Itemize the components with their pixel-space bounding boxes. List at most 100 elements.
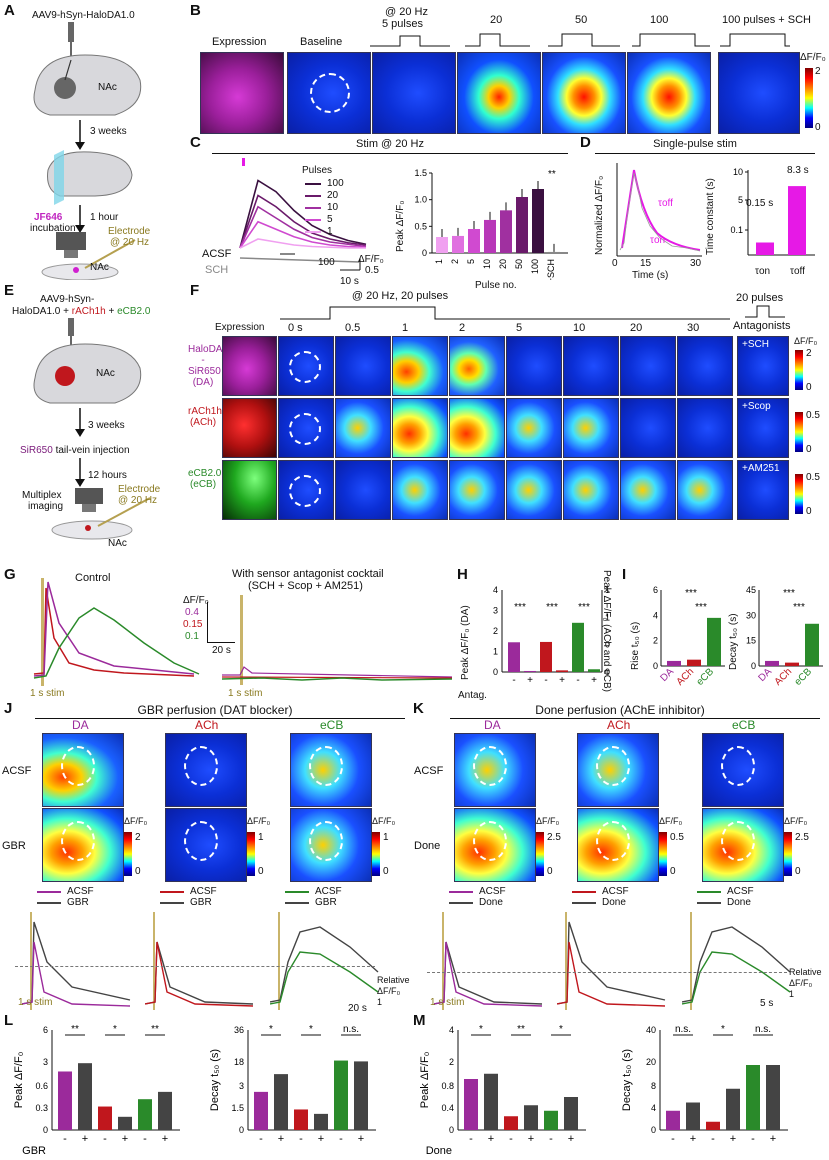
c-bar-100 xyxy=(532,189,544,253)
j-rel2: ΔF/F₀ xyxy=(377,986,401,996)
k-legend-label: Done xyxy=(479,897,503,908)
h-ytick-label: 3 xyxy=(493,606,498,616)
d-bar-toff xyxy=(788,186,806,255)
f-image-t1 xyxy=(335,398,391,458)
h-bar-4 xyxy=(572,622,584,672)
k-legend-row: Done xyxy=(697,897,787,908)
j-rel: Relative xyxy=(377,975,410,985)
panel-label-i: I xyxy=(622,566,627,583)
k-legend-label: Done xyxy=(602,897,626,908)
arrow-down-icon xyxy=(75,142,85,150)
c-bar-1 xyxy=(436,237,448,253)
l-a-sign: - xyxy=(103,1133,107,1145)
h-ylabel-text: Peak ΔF/F₀ (DA) xyxy=(460,605,471,680)
j-legend-swatch xyxy=(160,891,184,893)
k-col-0: DA xyxy=(484,718,501,732)
l-a-bar-2 xyxy=(98,1106,112,1130)
j-cb-max: 1 xyxy=(383,832,389,843)
b-stim-title: @ 20 Hz xyxy=(385,6,428,18)
roi-circle xyxy=(289,351,321,383)
m-a-sig: * xyxy=(479,1024,483,1035)
f-time-6: 20 xyxy=(630,322,643,334)
f-image-t6 xyxy=(620,336,676,396)
j-image xyxy=(42,808,124,882)
f-pulse-train xyxy=(280,306,730,320)
j-row-1: GBR xyxy=(2,840,26,852)
h-bar-3 xyxy=(556,670,568,672)
b-expression-title: Expression xyxy=(212,36,267,48)
k-image xyxy=(702,733,784,807)
m-a-sign: + xyxy=(488,1133,494,1145)
l-decay-chart: Decay t₅₀ (s) 0 1.5 3 18 36 - + - + - + * * n.s. xyxy=(209,1024,376,1145)
m-b-bar-0 xyxy=(666,1110,680,1130)
l-b-sig: * xyxy=(269,1024,273,1035)
h-ytick-label: 4 xyxy=(493,585,498,595)
f-cb-min: 0 xyxy=(806,444,812,455)
m-b-ytick: 40 xyxy=(646,1025,656,1035)
f-cb-min: 0 xyxy=(806,382,812,393)
k-legend-1: ACSF Done xyxy=(572,886,662,910)
k-legend-swatch xyxy=(572,902,596,904)
d-xtick-0: 0 xyxy=(612,258,618,269)
electrode-icon xyxy=(97,497,151,527)
b-colorbar xyxy=(805,68,813,128)
h-ytick-r-label: 0.5 xyxy=(605,640,610,650)
k-colorbar xyxy=(659,832,667,876)
f-cb-min: 0 xyxy=(806,506,812,517)
d-ton-label: τon xyxy=(650,235,666,246)
f-antagonist-image: +SCH xyxy=(737,336,789,396)
c-trace-10 xyxy=(239,205,367,249)
c-bar-xtick-label: 5 xyxy=(466,259,476,264)
k-legend-label: ACSF xyxy=(479,886,506,897)
j-trace-svg xyxy=(22,912,131,1010)
stim-bar xyxy=(278,912,280,1010)
a-electrode-label: Electrode xyxy=(108,226,151,237)
j-title: GBR perfusion (DAT blocker) xyxy=(137,703,293,717)
g-cocktail-title2: (SCH + Scop + AM251) xyxy=(248,580,363,592)
m-b-sig: n.s. xyxy=(675,1024,691,1035)
l-a-ytick: 6 xyxy=(43,1025,48,1035)
l-b-bar-0 xyxy=(254,1091,268,1130)
stim-bar xyxy=(565,912,567,1010)
d-cat-off: τoff xyxy=(790,266,805,277)
j-row-0: ACSF xyxy=(2,765,32,777)
i-rise-ytick: 2 xyxy=(653,636,658,646)
f-image-t4 xyxy=(506,398,562,458)
panel-label-k: K xyxy=(413,700,424,717)
d-von: 0.15 s xyxy=(746,198,774,209)
l-b-ytick: 0 xyxy=(239,1125,244,1135)
f-time-1: 0.5 xyxy=(345,322,361,334)
c-bar-xtick-label: 100 xyxy=(530,259,540,274)
m-b-ytick: 0 xyxy=(651,1125,656,1135)
f-row-label-line: (DA) xyxy=(192,377,214,388)
i-decay-ytick: 45 xyxy=(746,585,756,595)
m-a-bar-3 xyxy=(524,1105,538,1130)
k-acsf-trace xyxy=(682,951,791,1005)
m-a-bar-0 xyxy=(464,1079,478,1130)
f-image-t2 xyxy=(392,336,448,396)
k-trace-svg xyxy=(434,912,543,1010)
h-sign: + xyxy=(591,675,597,686)
i-rise-bar-1 xyxy=(687,659,701,666)
stim-bar xyxy=(30,912,32,1010)
f-antagonists: Antagonists xyxy=(733,320,791,332)
d-xtick-15: 15 xyxy=(640,258,652,269)
k-cb-min: 0 xyxy=(670,866,676,877)
c-bar-chart: 0 0.5 1.0 1.5 1 2 5 10 20 50 100 100+SCH ** xyxy=(414,168,568,280)
j-cb-max: 1 xyxy=(258,832,264,843)
f-image-t0 xyxy=(278,336,334,396)
c-bar-xtick-label: 100+SCH xyxy=(546,259,556,280)
h-sig: *** xyxy=(546,602,558,613)
c-legend-swatch xyxy=(305,219,321,221)
e-plus2: + xyxy=(105,306,118,317)
h-sign: + xyxy=(559,675,565,686)
a-dye-label: JF646 xyxy=(34,212,63,223)
m-b-sign: - xyxy=(751,1133,755,1145)
d-toff-label: τoff xyxy=(658,198,673,209)
slice-plane-icon xyxy=(54,150,64,205)
k-legend-row: ACSF xyxy=(449,886,539,897)
m-b-bar-4 xyxy=(746,1065,760,1130)
j-legend-label: ACSF xyxy=(315,886,342,897)
syringe-icon xyxy=(68,22,74,42)
